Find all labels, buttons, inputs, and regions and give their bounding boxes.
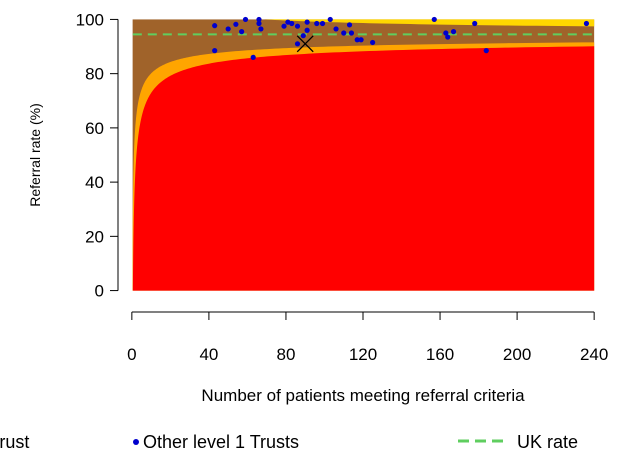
data-point xyxy=(294,23,301,29)
axes: 0 20 40 60 80 100 0 40 80 120 160 200 240 xyxy=(76,10,609,364)
legend-trust-label: Trust xyxy=(0,432,29,452)
x-tick-label: 200 xyxy=(503,345,531,364)
data-point xyxy=(304,19,310,25)
data-point xyxy=(583,20,590,27)
legend-uk-rate-label: UK rate xyxy=(517,432,578,452)
data-point xyxy=(233,21,239,27)
data-point xyxy=(450,29,457,35)
data-point xyxy=(242,16,249,23)
x-axis-label: Number of patients meeting referral crit… xyxy=(201,386,525,405)
data-point xyxy=(258,26,264,32)
data-point xyxy=(300,33,306,39)
data-point xyxy=(304,27,310,33)
x-tick-label: 160 xyxy=(426,345,454,364)
data-point xyxy=(445,34,451,40)
funnel-upper-warning-band xyxy=(132,19,595,27)
data-point xyxy=(256,16,262,23)
legend-other-trusts-label: Other level 1 Trusts xyxy=(143,432,299,452)
data-point xyxy=(358,37,364,43)
data-point xyxy=(354,37,360,43)
data-point xyxy=(239,29,245,35)
y-tick-label: 20 xyxy=(85,227,104,246)
data-point xyxy=(225,26,231,32)
data-point xyxy=(294,41,301,47)
data-point xyxy=(333,26,339,32)
data-points xyxy=(212,16,590,60)
data-point xyxy=(256,20,262,27)
data-point xyxy=(319,20,326,27)
data-point xyxy=(250,54,256,60)
data-point xyxy=(212,23,218,29)
trust-marker-stroke xyxy=(296,35,314,53)
data-point xyxy=(314,20,320,27)
legend-entry-trust: Trust xyxy=(0,432,29,452)
trust-layer xyxy=(296,35,314,53)
data-point xyxy=(472,20,478,27)
data-point xyxy=(348,30,355,36)
funnel-lower-control-band xyxy=(132,46,595,291)
legend-entry-uk-rate: UK rate xyxy=(458,432,578,452)
x-tick-label: 240 xyxy=(580,345,608,364)
data-point xyxy=(443,30,449,36)
data-point xyxy=(431,16,437,23)
y-tick-label: 100 xyxy=(76,10,104,29)
x-tick-label: 40 xyxy=(199,345,218,364)
data-point xyxy=(327,16,333,23)
y-tick-label: 60 xyxy=(85,119,104,138)
data-point xyxy=(483,48,489,54)
legend: Trust Other level 1 Trusts UK rate xyxy=(0,432,578,452)
legend-entry-other-trusts: Other level 1 Trusts xyxy=(133,432,299,452)
data-point xyxy=(212,48,218,54)
y-axis-label: Referral rate (%) xyxy=(27,103,43,206)
legend-dot-marker xyxy=(133,439,139,445)
x-tick-label: 0 xyxy=(127,345,136,364)
y-tick-label: 80 xyxy=(85,65,104,84)
data-point xyxy=(289,20,295,27)
data-point xyxy=(370,39,376,46)
y-tick-label: 40 xyxy=(85,173,104,192)
data-point xyxy=(346,22,353,28)
y-tick-label: 0 xyxy=(95,282,104,301)
x-tick-label: 80 xyxy=(276,345,295,364)
data-point xyxy=(341,30,347,36)
data-point xyxy=(281,23,287,29)
x-tick-label: 120 xyxy=(349,345,377,364)
funnel-limits xyxy=(132,19,595,291)
